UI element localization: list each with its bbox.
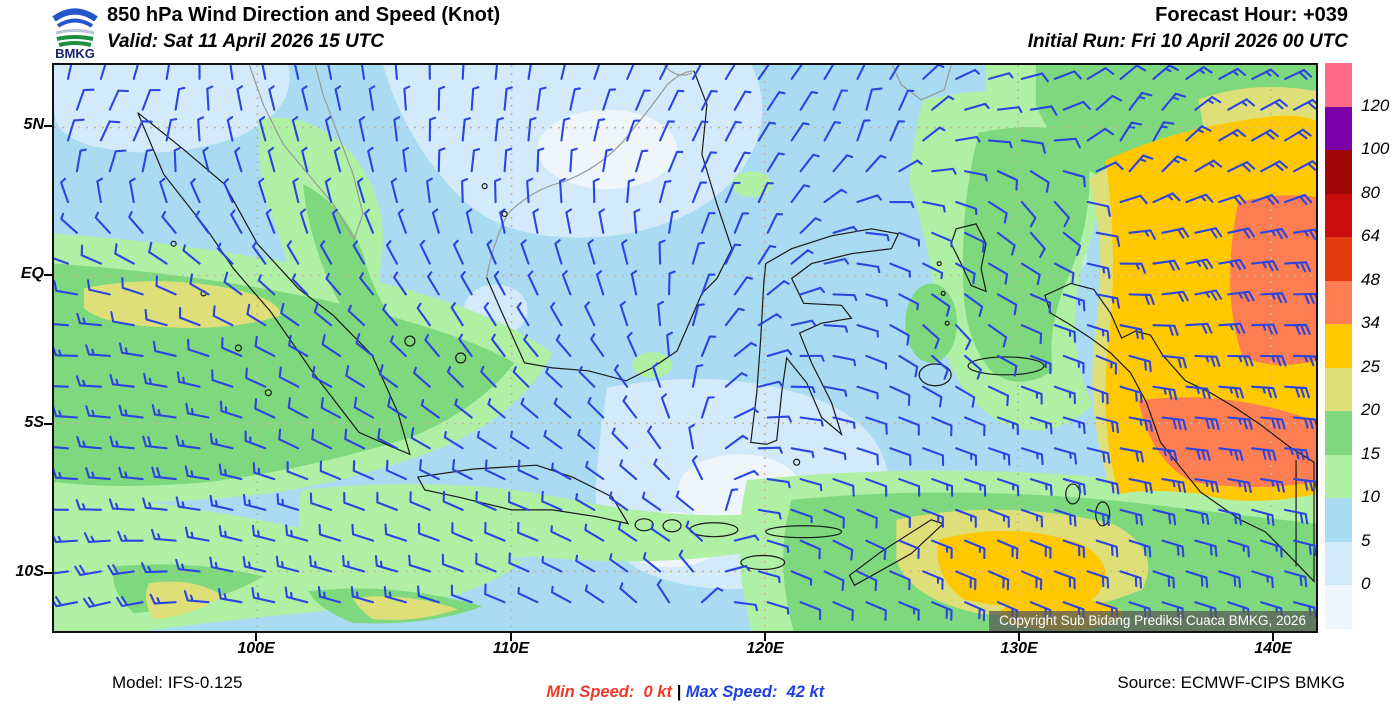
model-label: Model: IFS-0.125 [112,673,243,692]
speed-shading [54,65,1316,631]
colorbar-segment-1 [1325,106,1352,150]
wind-map [54,65,1316,631]
lon-label-130E: 130E [1000,640,1038,657]
colorbar-segment-4 [1325,237,1352,281]
min-speed: Min Speed: 0 kt [546,683,672,701]
lon-label-120E: 120E [746,640,784,657]
lat-label-5S: 5S [24,414,44,431]
colorbar-level-20: 20 [1361,400,1380,419]
lon-tick-110E [510,633,512,641]
colorbar-level-15: 15 [1361,443,1380,463]
colorbar-segment-12 [1325,585,1352,629]
logo-blue-arc2 [58,21,92,27]
colorbar-level-10: 10 [1361,487,1380,506]
colorbar-level-34: 34 [1361,313,1380,332]
lat-tick-EQ [44,274,52,276]
lon-tick-120E [764,633,766,641]
colorbar-segment-6 [1325,324,1352,368]
speed-summary: Min Speed: 0 kt | Max Speed: 42 kt [528,664,824,709]
valid-time: Valid: Sat 11 April 2026 15 UTC [107,31,385,52]
colorbar [1325,63,1352,629]
colorbar-level-25: 25 [1361,356,1380,376]
lat-tick-5S [44,423,52,425]
lon-tick-100E [255,633,257,641]
wind-barbs [54,65,1316,620]
lon-tick-130E [1018,633,1020,641]
colorbar-level-80: 80 [1361,182,1380,202]
colorbar-segment-2 [1325,150,1352,194]
lat-label-EQ: EQ [20,265,44,282]
bmkg-logo: BMKG [46,2,104,60]
colorbar-segment-8 [1325,411,1352,455]
lat-tick-10S [44,572,52,574]
lat-label-10S: 10S [15,563,44,580]
colorbar-level-100: 100 [1361,139,1390,158]
max-speed: Max Speed: 42 kt [685,683,825,701]
lon-label-100E: 100E [237,640,275,657]
lon-label-140E: 140E [1254,640,1292,657]
colorbar-segment-11 [1325,541,1352,585]
page-title: 850 hPa Wind Direction and Speed (Knot) [107,4,501,26]
colorbar-level-5: 5 [1361,530,1371,550]
lat-label-5N: 5N [23,116,44,133]
colorbar-segment-0 [1325,63,1352,107]
logo-text: BMKG [55,46,95,60]
logo-green-stripe1 [57,37,93,39]
lon-tick-140E [1272,633,1274,641]
colorbar-level-0: 0 [1361,574,1371,593]
logo-green-stripe2 [59,43,91,45]
lon-label-110E: 110E [492,640,530,657]
colorbar-segment-9 [1325,454,1352,498]
colorbar-labels: 120 100 80 64 48 34 25 20 15 10 5 0 [1361,63,1400,629]
speed-separator: | [671,683,686,701]
map-area: Copyright Sub Bidang Prediksi Cuaca BMKG… [52,63,1318,633]
source-label: Source: ECMWF-CIPS BMKG [1117,673,1345,692]
colorbar-level-64: 64 [1361,226,1380,245]
logo-blue-arc [54,12,96,20]
logo-gray-stripe [56,31,94,34]
colorbar-segment-3 [1325,193,1352,237]
colorbar-level-48: 48 [1361,269,1380,289]
colorbar-segment-10 [1325,498,1352,542]
colorbar-segment-5 [1325,280,1352,324]
initial-run: Initial Run: Fri 10 April 2026 00 UTC [1027,31,1348,52]
lat-tick-5N [44,125,52,127]
forecast-hour: Forecast Hour: +039 [1155,4,1348,26]
colorbar-segment-7 [1325,367,1352,411]
colorbar-level-120: 120 [1361,95,1390,115]
copyright-bar: Copyright Sub Bidang Prediksi Cuaca BMKG… [989,611,1316,631]
